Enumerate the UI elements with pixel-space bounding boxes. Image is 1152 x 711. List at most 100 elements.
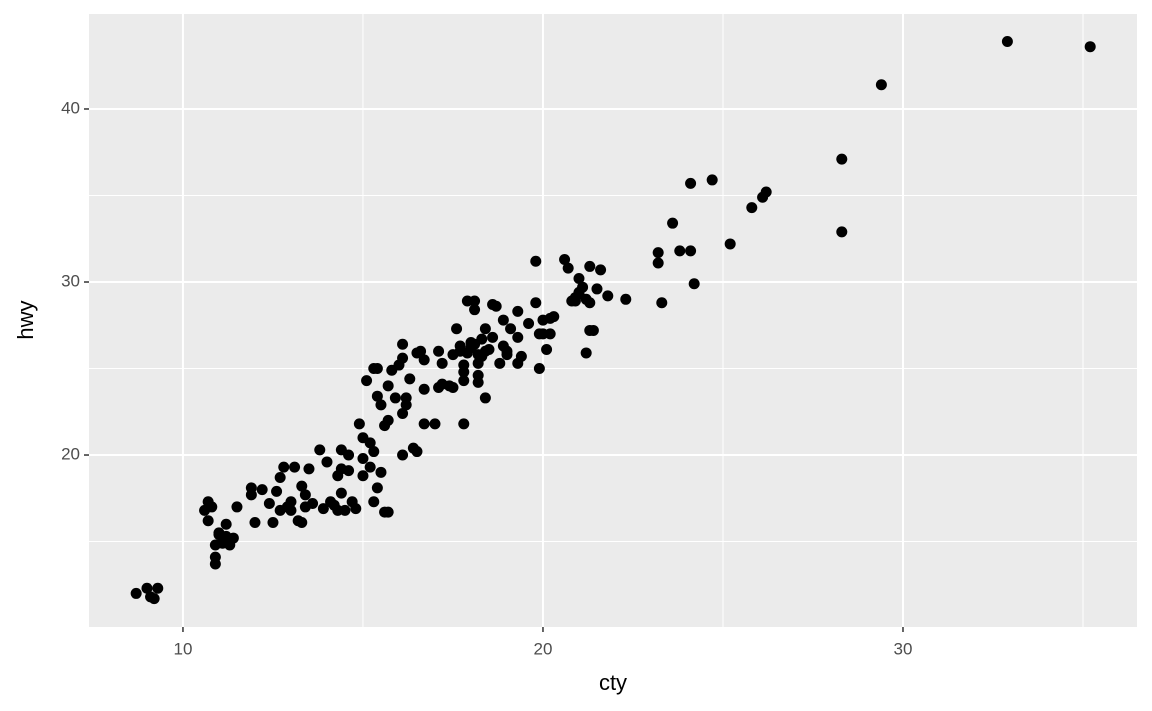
point <box>433 345 445 357</box>
point <box>343 465 355 477</box>
point <box>685 177 697 189</box>
point <box>343 449 355 461</box>
point <box>285 496 297 508</box>
point <box>667 217 679 229</box>
point <box>497 340 509 352</box>
point <box>436 357 448 369</box>
x-tick-label: 30 <box>894 639 913 658</box>
point <box>836 153 848 165</box>
point <box>487 331 499 343</box>
point <box>469 304 481 316</box>
point <box>541 343 553 355</box>
point <box>512 357 524 369</box>
point <box>465 337 477 349</box>
point <box>652 247 664 259</box>
point <box>548 311 560 323</box>
point <box>227 532 239 544</box>
point <box>620 293 632 305</box>
point <box>335 487 347 499</box>
point <box>447 382 459 394</box>
point <box>497 314 509 326</box>
point <box>307 497 319 509</box>
point <box>479 323 491 335</box>
point <box>217 537 229 549</box>
point <box>350 503 362 515</box>
point <box>544 328 556 340</box>
point <box>418 354 430 366</box>
point <box>724 238 736 250</box>
point <box>685 245 697 257</box>
point <box>429 418 441 430</box>
point <box>584 260 596 272</box>
point <box>339 504 351 516</box>
point <box>285 504 297 516</box>
point <box>562 262 574 274</box>
point <box>501 349 513 361</box>
x-tick-label: 10 <box>174 639 193 658</box>
point <box>274 472 286 484</box>
point <box>505 323 517 335</box>
point <box>375 399 387 411</box>
point <box>566 295 578 307</box>
y-tick-label: 20 <box>61 445 80 464</box>
point <box>591 283 603 295</box>
point <box>368 363 380 375</box>
point <box>454 345 466 357</box>
point <box>382 380 394 392</box>
point <box>746 202 758 214</box>
point <box>451 323 463 335</box>
point <box>580 293 592 305</box>
point <box>836 226 848 238</box>
point <box>559 254 571 266</box>
point <box>141 582 153 594</box>
point <box>573 273 585 285</box>
plot-panel <box>89 14 1137 627</box>
point <box>512 305 524 317</box>
point <box>602 290 614 302</box>
point <box>397 449 409 461</box>
point <box>472 357 484 369</box>
point <box>397 407 409 419</box>
point <box>371 390 383 402</box>
point <box>530 255 542 267</box>
point <box>418 383 430 395</box>
point <box>411 446 423 458</box>
point <box>209 558 221 570</box>
point <box>353 418 365 430</box>
point <box>317 503 329 515</box>
point <box>479 392 491 404</box>
point <box>364 437 376 449</box>
point <box>314 444 326 456</box>
point <box>415 345 427 357</box>
point <box>299 489 311 501</box>
point <box>530 297 542 309</box>
point <box>476 333 488 345</box>
point <box>688 278 700 290</box>
point <box>296 516 308 528</box>
point <box>364 461 376 473</box>
point <box>357 452 369 464</box>
point <box>760 186 772 198</box>
point <box>469 295 481 307</box>
point <box>267 516 279 528</box>
point <box>595 264 607 276</box>
point <box>674 245 686 257</box>
point <box>368 446 380 458</box>
point <box>400 399 412 411</box>
point <box>512 331 524 343</box>
point <box>296 480 308 492</box>
point <box>404 373 416 385</box>
point <box>494 357 506 369</box>
point <box>202 515 214 527</box>
point <box>278 461 290 473</box>
point <box>382 506 394 518</box>
point <box>573 286 585 298</box>
point <box>249 516 261 528</box>
point <box>587 324 599 336</box>
point <box>656 297 668 309</box>
point <box>357 470 369 482</box>
point <box>375 466 387 478</box>
point <box>382 414 394 426</box>
